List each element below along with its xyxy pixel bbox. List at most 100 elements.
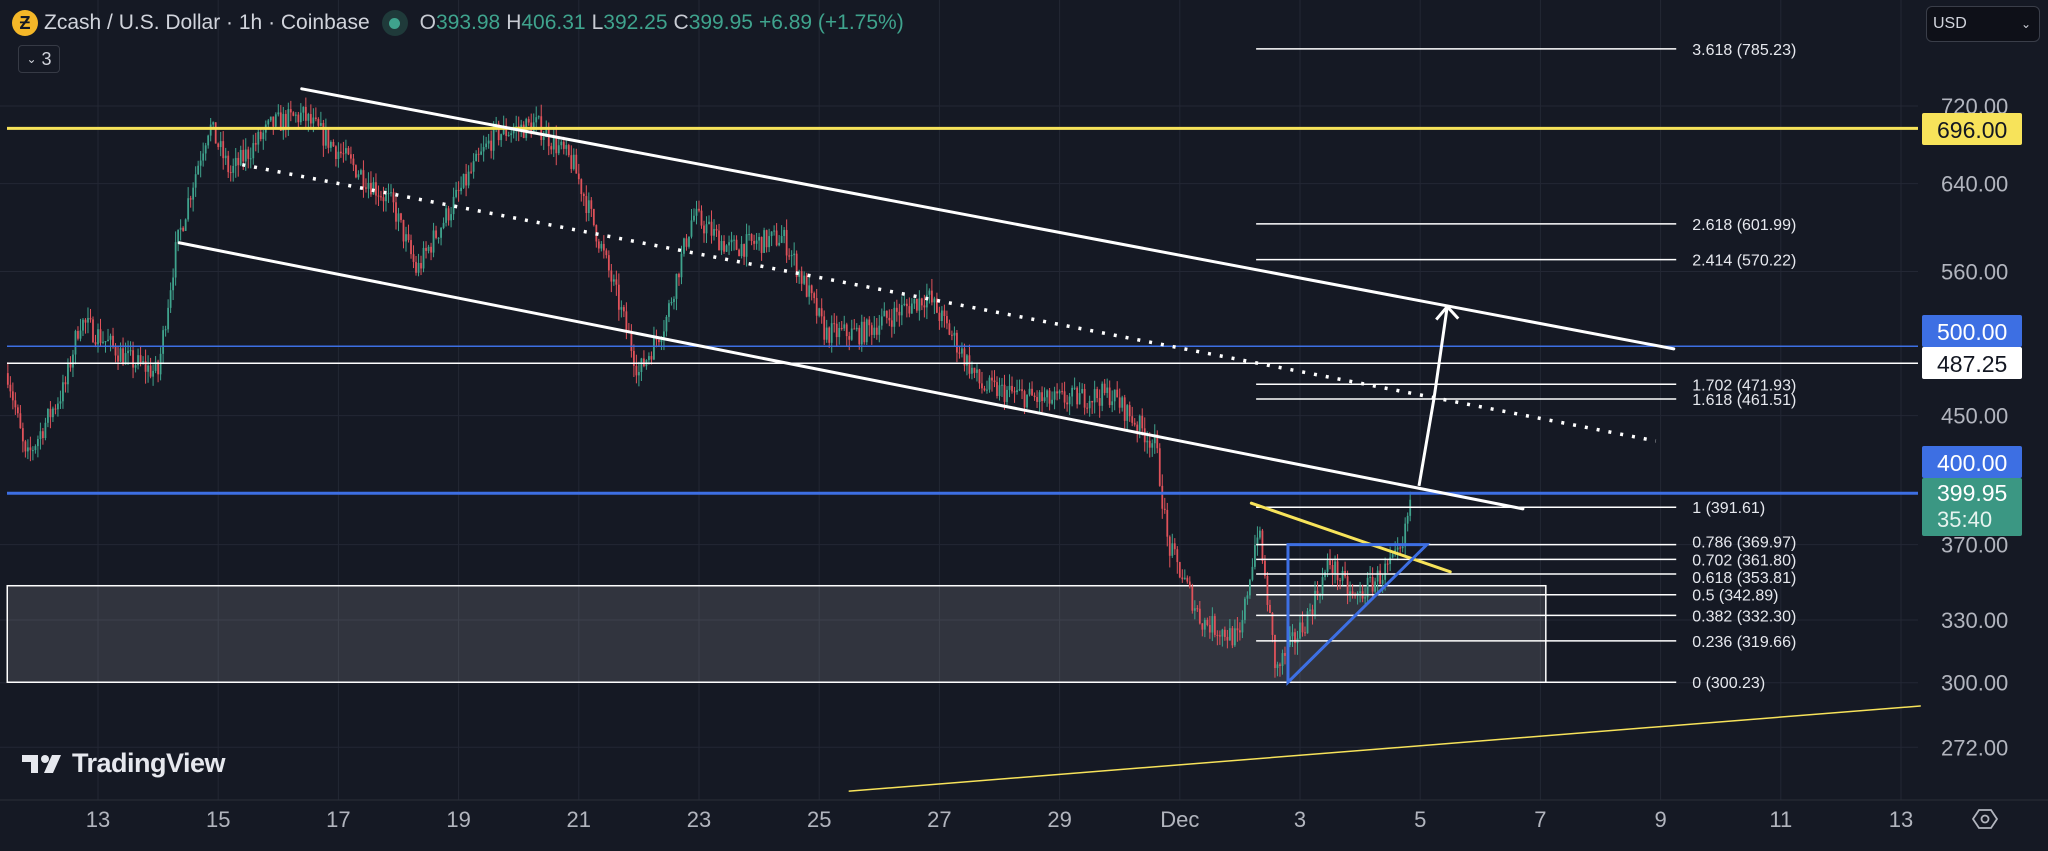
candle-down	[1141, 415, 1144, 429]
candle-down	[968, 355, 971, 374]
candle-down	[327, 129, 330, 148]
candle-up	[1151, 443, 1154, 448]
tradingview-logo[interactable]: TradingView	[22, 748, 226, 779]
candle-down	[227, 155, 230, 173]
settings-icon[interactable]	[1972, 806, 1998, 832]
trendline-channel-lower[interactable]	[177, 241, 1525, 511]
candle-up	[873, 327, 876, 335]
time-tick-label: 13	[1889, 807, 1913, 832]
candle-down	[1133, 422, 1136, 425]
candle-up	[249, 158, 252, 160]
trendline-wedge-top[interactable]	[1249, 501, 1452, 574]
candle-up	[1341, 571, 1344, 581]
candle-down	[1086, 407, 1089, 409]
candle-down	[1196, 608, 1199, 610]
candle-up	[204, 145, 207, 154]
candle-down	[1103, 383, 1106, 393]
candle-down	[1274, 634, 1276, 669]
candle-down	[189, 198, 192, 200]
candle-down	[795, 253, 798, 277]
symbol-title[interactable]: Zcash / U.S. Dollar · 1h · Coinbase	[44, 11, 370, 34]
candle-up	[312, 117, 315, 124]
candle-down	[788, 255, 791, 257]
price-badge[interactable]	[1922, 315, 2022, 347]
candle-up	[109, 335, 112, 340]
high-label: H	[506, 11, 522, 34]
candle-up	[733, 239, 735, 241]
candle-up	[455, 189, 457, 197]
candle-down	[237, 157, 240, 166]
price-badge[interactable]	[1922, 113, 2022, 145]
candle-up	[1384, 563, 1387, 580]
candle-down	[981, 383, 983, 389]
candle-down	[550, 146, 553, 150]
indicators-count: 3	[41, 48, 52, 69]
candle-up	[102, 341, 104, 343]
candle-up	[560, 141, 563, 146]
candle-down	[400, 213, 402, 220]
last-price-badge[interactable]	[1922, 478, 2022, 536]
candle-up	[740, 244, 743, 257]
candle-down	[1011, 385, 1013, 392]
bar-countdown-label: 35:40	[1937, 507, 1992, 532]
candle-down	[1201, 623, 1204, 630]
candle-down	[1216, 634, 1219, 636]
candle-up	[665, 316, 668, 332]
candle-up	[174, 242, 177, 278]
candle-up	[1276, 664, 1279, 669]
candle-up	[487, 140, 490, 144]
candle-down	[622, 307, 625, 312]
indicators-toggle-button[interactable]: ⌄ 3	[18, 45, 60, 73]
candle-down	[698, 208, 700, 211]
candle-down	[870, 325, 873, 335]
time-axis[interactable]: 13 15 17 19 21 23 25 27 29 Dec 3 5 7 9 11 13	[86, 807, 1913, 832]
trendline-long-support[interactable]	[848, 705, 1921, 792]
candle-down	[935, 298, 938, 313]
candle-down	[84, 319, 87, 323]
candle-down	[112, 335, 114, 346]
trendline-channel-mid[interactable]	[241, 162, 1657, 443]
candle-down	[753, 240, 755, 244]
currency-value: USD	[1933, 15, 1967, 32]
candle-up	[1291, 632, 1294, 637]
triangle-pattern[interactable]	[1286, 543, 1431, 686]
candle-up	[552, 136, 555, 150]
candle-down	[527, 119, 530, 123]
fib-level-label: 1.702 (471.93)	[1692, 377, 1796, 394]
candle-down	[29, 447, 32, 451]
candle-down	[24, 441, 27, 452]
candle-down	[991, 377, 993, 381]
price-badge[interactable]	[1922, 347, 2022, 379]
price-axis[interactable]: 720.00640.00560.00450.00370.00330.00300.…	[1922, 94, 2022, 760]
candle-up	[159, 353, 162, 375]
candle-up	[445, 208, 447, 223]
drawings[interactable]: 3.618 (785.23) 2.618 (601.99) 2.414 (570.2…	[7, 42, 1921, 792]
last-price-label: 399.95	[1937, 480, 2007, 506]
trendline-channel-upper[interactable]	[300, 87, 1676, 351]
candle-up	[557, 145, 560, 154]
candle-down	[457, 189, 460, 192]
candle-down	[1316, 590, 1319, 596]
candle-down	[765, 230, 768, 248]
currency-select[interactable]: USD ⌄	[1926, 6, 2040, 42]
time-tick-label: 5	[1414, 807, 1426, 832]
candle-up	[1016, 390, 1018, 393]
candle-up	[472, 161, 475, 172]
candle-down	[1264, 560, 1266, 577]
candle-up	[1299, 622, 1301, 639]
candle-down	[1208, 624, 1211, 633]
fib-level-label: 2.618 (601.99)	[1692, 217, 1796, 234]
candle-up	[224, 155, 227, 159]
open-label: O	[419, 11, 436, 34]
candle-up	[928, 290, 931, 295]
candle-up	[269, 116, 272, 121]
candle-up	[31, 450, 34, 452]
candle-down	[1083, 388, 1086, 408]
projection-arrow[interactable]	[1417, 306, 1449, 487]
candle-down	[1181, 577, 1184, 580]
candle-down	[1041, 392, 1043, 402]
candle-down	[21, 428, 24, 442]
candle-up	[1211, 616, 1214, 633]
price-badge[interactable]	[1922, 446, 2022, 478]
